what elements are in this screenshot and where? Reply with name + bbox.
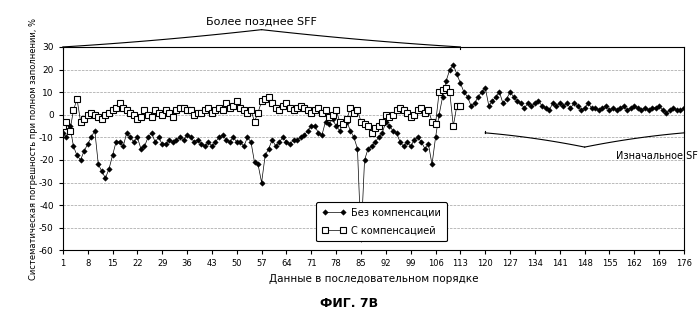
Legend: Без компенсации, С компенсацией: Без компенсации, С компенсацией xyxy=(316,202,447,241)
С компенсацией xyxy=(69,108,77,112)
С компенсацией xyxy=(367,131,376,135)
Без компенсации xyxy=(87,136,96,139)
Без компенсации xyxy=(265,147,273,151)
Text: Более позднее SFF: Более позднее SFF xyxy=(206,17,317,27)
Y-axis label: Систематическая погрешность при полном заполнении, %: Систематическая погрешность при полном з… xyxy=(29,18,38,280)
X-axis label: Данные в последовательном порядке: Данные в последовательном порядке xyxy=(269,274,478,284)
С компенсацией xyxy=(442,86,450,90)
С компенсацией xyxy=(59,124,67,128)
Без компенсации xyxy=(644,108,653,112)
Без компенсации xyxy=(112,140,120,144)
Без компенсации xyxy=(414,136,422,139)
С компенсацией xyxy=(186,108,195,112)
Без компенсации xyxy=(161,142,170,146)
С компенсацией xyxy=(431,122,440,126)
Line: Без компенсации: Без компенсации xyxy=(61,63,686,241)
Без компенсации xyxy=(357,237,365,241)
Text: ФИГ. 7В: ФИГ. 7В xyxy=(320,297,378,310)
С компенсацией xyxy=(357,120,365,123)
Без компенсации xyxy=(680,106,688,110)
Line: С компенсацией: С компенсацией xyxy=(60,85,463,136)
Text: Изначальное SFF: Изначальное SFF xyxy=(616,151,698,161)
С компенсацией xyxy=(73,97,81,101)
Без компенсации xyxy=(59,131,67,135)
С компенсацией xyxy=(456,104,465,108)
Без компенсации xyxy=(449,63,457,67)
С компенсацией xyxy=(392,108,401,112)
